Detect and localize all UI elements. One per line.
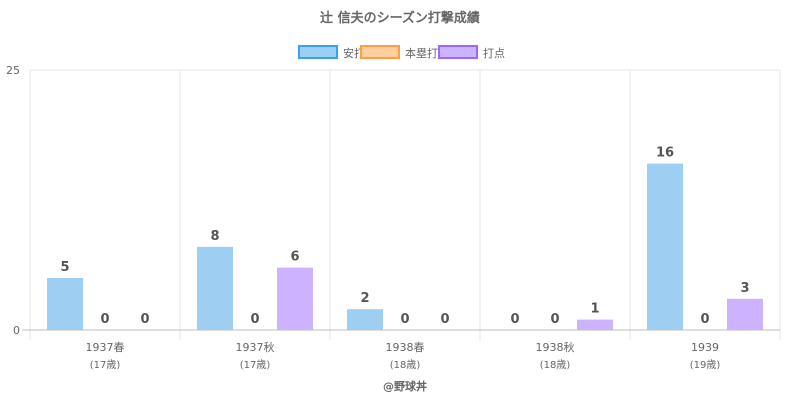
bar-2-4[interactable]: [727, 298, 763, 330]
data-label-0-1: 8: [210, 229, 219, 244]
legend-label-0[interactable]: 安打: [343, 46, 365, 60]
data-label-0-0: 5: [60, 260, 69, 275]
x-tick-sublabel-0: (17歳): [90, 359, 121, 371]
bar-0-0[interactable]: [47, 278, 83, 330]
y-tick-label-1: 25: [6, 64, 20, 77]
data-label-1-4: 0: [700, 312, 709, 327]
y-tick-label-0: 0: [13, 324, 20, 337]
data-label-1-1: 0: [250, 312, 259, 327]
bar-0-1[interactable]: [197, 246, 233, 330]
legend-swatch-0[interactable]: [298, 45, 338, 59]
x-tick-label-3: 1938秋: [536, 340, 575, 354]
data-label-2-0: 0: [140, 312, 149, 327]
bar-0-2[interactable]: [347, 309, 383, 330]
data-label-0-3: 0: [510, 312, 519, 327]
data-label-2-1: 6: [290, 250, 299, 265]
x-tick-label-0: 1937春: [86, 341, 125, 354]
data-label-2-2: 0: [440, 312, 449, 327]
credit-label: @野球丼: [383, 379, 427, 393]
y-axis: 0 25: [6, 64, 20, 337]
grid: [22, 69, 781, 340]
data-label-2-3: 1: [590, 302, 599, 317]
x-tick-label-1: 1937秋: [236, 340, 275, 354]
x-tick-sublabel-4: (19歳): [690, 359, 721, 371]
x-tick-sublabel-2: (18歳): [390, 359, 421, 371]
chart-title: 辻 信夫のシーズン打撃成績: [320, 10, 480, 26]
legend-swatch-2[interactable]: [438, 45, 478, 59]
data-label-0-4: 16: [656, 146, 674, 161]
bars: [47, 163, 763, 330]
x-tick-sublabel-3: (18歳): [540, 359, 571, 371]
data-label-2-4: 3: [740, 281, 749, 296]
x-tick-label-2: 1938春: [386, 341, 425, 354]
x-tick-sublabel-1: (17歳): [240, 359, 271, 371]
x-tick-label-4: 1939: [691, 341, 719, 354]
legend-label-1[interactable]: 本塁打: [405, 46, 438, 60]
bar-2-1[interactable]: [277, 267, 313, 330]
x-axis: 1937春 (17歳) 1937秋 (17歳) 1938春 (18歳) 1938秋 (18歳)…: [86, 340, 721, 371]
data-label-0-2: 2: [360, 291, 369, 306]
data-label-1-0: 0: [100, 312, 109, 327]
data-labels: 5 0 0 8 0 6 2 0 0 0 0 1 16 0 3: [60, 146, 749, 327]
data-label-1-2: 0: [400, 312, 409, 327]
legend-label-2[interactable]: 打点: [483, 46, 505, 60]
bar-2-3[interactable]: [577, 319, 613, 330]
legend-swatch-1[interactable]: [360, 45, 400, 59]
data-label-1-3: 0: [550, 312, 559, 327]
legend: 安打 本塁打 打点: [298, 45, 505, 60]
bar-0-4[interactable]: [647, 163, 683, 330]
